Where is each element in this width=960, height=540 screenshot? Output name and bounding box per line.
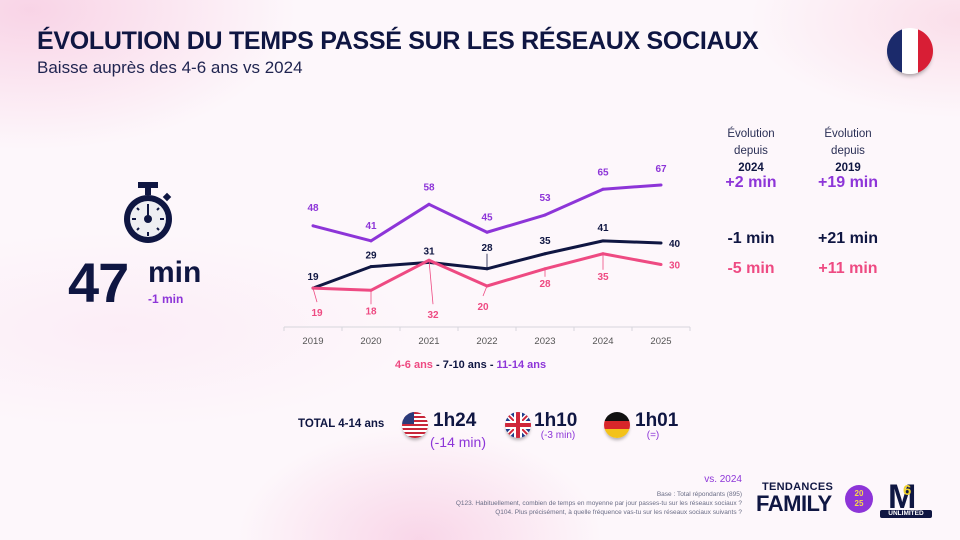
legend-separator: - xyxy=(435,359,443,371)
total-label: TOTAL 4-14 ans xyxy=(298,418,385,430)
column-header-label: Évolution depuis xyxy=(824,128,872,157)
legend-separator: - xyxy=(489,359,497,371)
data-label: 20 xyxy=(477,302,489,313)
label-leader-line xyxy=(482,285,488,297)
data-label: 67 xyxy=(655,164,667,175)
data-point xyxy=(427,202,431,206)
headline-unit: min xyxy=(148,256,202,289)
logo-family: FAMILY xyxy=(756,491,832,516)
tendances-family-logo: TENDANCES FAMILY xyxy=(756,482,833,515)
footer-vs-note: vs. 2024 xyxy=(704,474,742,485)
usa-flag-icon xyxy=(402,412,428,438)
x-tick-label: 2021 xyxy=(418,336,439,347)
data-point xyxy=(485,230,489,234)
germany-total-value: 1h01 xyxy=(635,410,679,431)
data-label: 19 xyxy=(311,308,323,319)
logo-m: M xyxy=(888,478,917,516)
usa-total-value: 1h24 xyxy=(433,410,477,431)
data-point xyxy=(601,239,605,243)
label-leader-line xyxy=(312,288,318,303)
delta-4-6-since-2024: -5 min xyxy=(727,260,775,277)
legend-item-7-10: 7-10 ans xyxy=(442,359,487,371)
data-label: 65 xyxy=(597,167,609,178)
footer-question-2: Q104. Plus précisément, à quelle fréquen… xyxy=(495,509,742,516)
data-label: 35 xyxy=(597,272,609,283)
data-point xyxy=(369,239,373,243)
delta-7-10-since-2024: -1 min xyxy=(727,230,775,247)
logo-unlimited: UNLIMITED xyxy=(880,510,932,518)
year-badge: 20 25 xyxy=(845,485,873,513)
delta-4-6-since-2019: +11 min xyxy=(818,260,878,277)
data-label: 41 xyxy=(365,221,377,232)
data-label: 53 xyxy=(539,193,551,204)
stopwatch-icon xyxy=(124,182,172,243)
data-point xyxy=(659,263,663,266)
data-label: 58 xyxy=(423,182,435,193)
x-tick-label: 2023 xyxy=(534,336,555,347)
data-label: 19 xyxy=(307,272,319,283)
delta-11-14-since-2024: +2 min xyxy=(725,174,777,191)
data-point xyxy=(659,241,663,245)
delta-7-10-since-2019: +21 min xyxy=(817,230,879,247)
legend-item-4-6: 4-6 ans xyxy=(395,359,433,371)
year-badge-top: 20 xyxy=(854,489,864,498)
uk-total-delta: (-3 min) xyxy=(540,430,576,441)
data-label: 41 xyxy=(597,223,609,234)
data-label: 29 xyxy=(365,251,377,262)
headline-delta: -1 min xyxy=(148,292,184,306)
uk-total-value: 1h10 xyxy=(534,410,578,431)
m6-unlimited-logo: M 6 UNLIMITED xyxy=(880,480,936,520)
page-title: ÉVOLUTION DU TEMPS PASSÉ SUR LES RÉSEAUX… xyxy=(37,27,759,55)
data-point xyxy=(543,213,547,217)
footer-base: Base : Total répondants (895) xyxy=(656,491,742,498)
usa-total-delta: (-14 min) xyxy=(429,434,486,450)
page-subtitle: Baisse auprès des 4-6 ans vs 2024 xyxy=(37,58,303,77)
x-tick-label: 2019 xyxy=(302,336,323,347)
year-badge-bottom: 25 xyxy=(854,499,864,508)
data-label: 18 xyxy=(365,306,377,317)
column-header-since-2024: Évolution depuis 2024 xyxy=(701,126,801,177)
france-flag-icon xyxy=(887,28,933,74)
data-label: 30 xyxy=(669,261,681,272)
data-point xyxy=(659,183,663,187)
data-point xyxy=(369,265,373,269)
uk-flag-icon xyxy=(505,412,531,438)
data-point xyxy=(311,224,315,228)
data-label: 40 xyxy=(669,239,681,250)
column-header-label: Évolution depuis xyxy=(727,128,775,157)
data-label: 48 xyxy=(307,203,319,214)
germany-flag-icon xyxy=(604,412,630,438)
germany-total-delta: (=) xyxy=(646,430,660,441)
column-header-year: 2019 xyxy=(835,162,861,174)
data-label: 28 xyxy=(539,279,551,290)
logo-six: 6 xyxy=(903,482,912,499)
data-label: 45 xyxy=(481,212,493,223)
column-header-year: 2024 xyxy=(738,162,764,174)
data-point xyxy=(601,187,605,191)
logo-tendances: TENDANCES xyxy=(762,481,834,493)
data-label: 32 xyxy=(427,310,439,321)
data-label: 35 xyxy=(539,236,551,247)
footer-question-1: Q123. Habituellement, combien de temps e… xyxy=(455,500,742,507)
data-label: 31 xyxy=(423,246,435,257)
x-tick-label: 2024 xyxy=(592,336,613,347)
delta-11-14-since-2019: +19 min xyxy=(817,174,879,191)
data-point xyxy=(543,252,547,256)
x-tick-label: 2020 xyxy=(360,336,381,347)
column-header-since-2019: Évolution depuis 2019 xyxy=(798,126,898,177)
data-label: 28 xyxy=(481,243,493,254)
x-tick-label: 2022 xyxy=(476,336,497,347)
label-leader-line xyxy=(428,260,434,305)
headline-value: 47 xyxy=(68,251,129,314)
legend-item-11-14: 11-14 ans xyxy=(496,359,547,371)
chart-legend: 4-6 ans - 7-10 ans - 11-14 ans xyxy=(395,359,546,371)
x-tick-label: 2025 xyxy=(650,336,671,347)
